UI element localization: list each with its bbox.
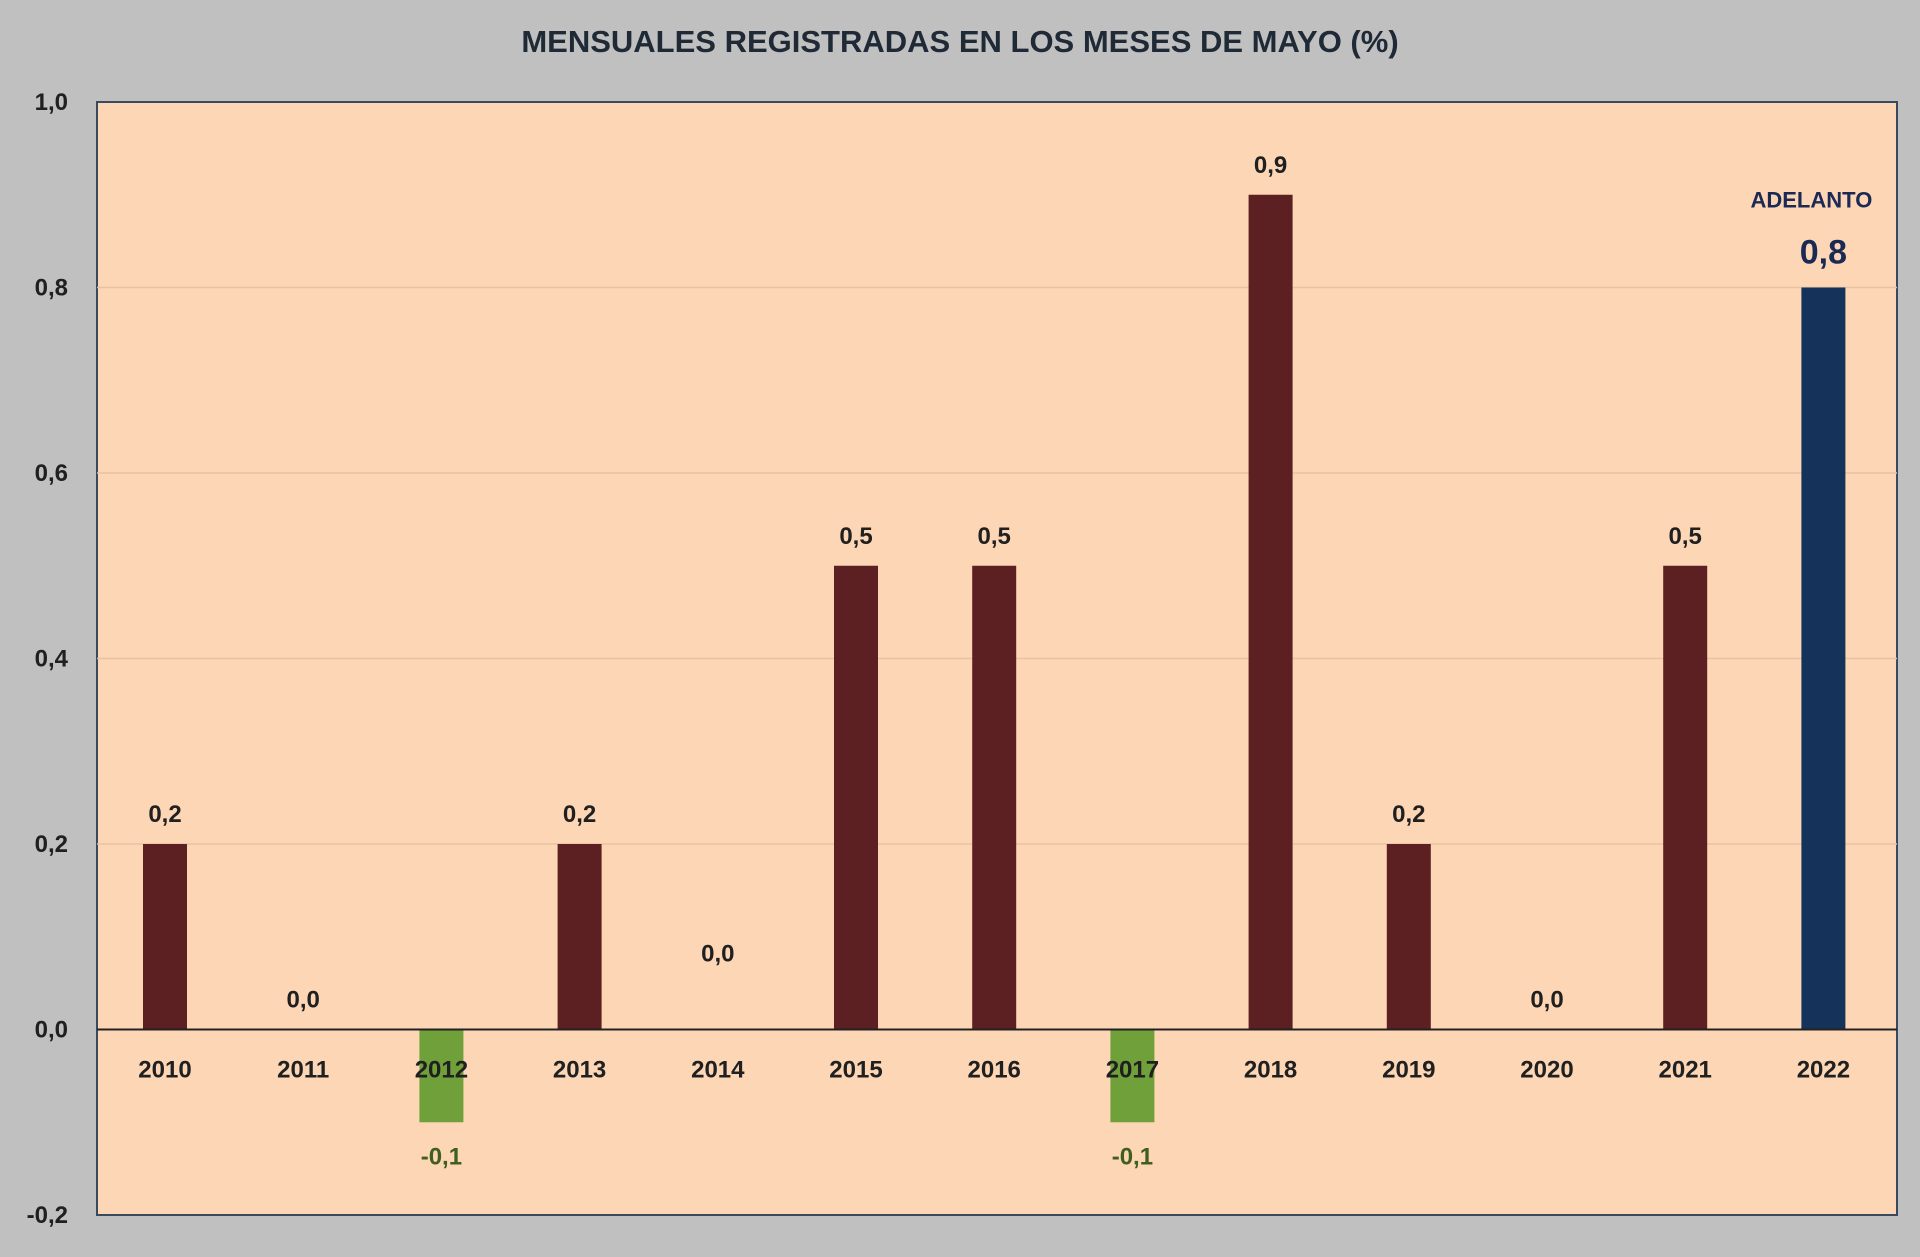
- data-label-2021: 0,5: [1669, 523, 1702, 550]
- data-label-2013: 0,2: [563, 801, 596, 828]
- highlight-annotation: ADELANTO: [1750, 188, 1872, 213]
- data-label-2011: 0,0: [287, 987, 320, 1014]
- x-tick-label: 2010: [138, 1057, 191, 1084]
- bars: [143, 194, 1846, 1123]
- x-tick-label: 2011: [277, 1057, 329, 1084]
- chart-title: MENSUALES REGISTRADAS EN LOS MESES DE MA…: [521, 24, 1398, 59]
- y-tick-label: 0,0: [35, 1017, 68, 1044]
- data-label-2016: 0,5: [978, 523, 1011, 550]
- x-tick-label: 2020: [1520, 1057, 1573, 1084]
- data-label-2015: 0,5: [839, 523, 872, 550]
- bar-2021: [1663, 565, 1708, 1030]
- data-label-2012: -0,1: [421, 1143, 462, 1170]
- y-tick-label: 1,0: [35, 89, 68, 116]
- bar-2018: [1248, 194, 1293, 1030]
- y-tick-label: 0,2: [35, 831, 68, 858]
- y-tick-label: 0,4: [35, 646, 69, 673]
- bar-2010: [143, 844, 187, 1030]
- data-label-2014: 0,0: [701, 941, 734, 968]
- x-tick-label: 2012: [415, 1057, 468, 1084]
- data-label-2022: 0,8: [1800, 234, 1847, 272]
- data-label-2019: 0,2: [1392, 801, 1425, 828]
- y-tick-label: 0,6: [35, 460, 68, 487]
- x-tick-label: 2016: [968, 1057, 1021, 1084]
- x-tick-label: 2022: [1797, 1057, 1850, 1084]
- data-labels: 0,2 0,0 -0,1 0,2 0,0 0,5 0,5 -0,1 0,9 0,2 0,0 0,5 0,…: [148, 152, 1872, 1171]
- data-label-2017: -0,1: [1112, 1143, 1153, 1170]
- data-label-2010: 0,2: [148, 801, 181, 828]
- x-tick-label: 2015: [829, 1057, 882, 1084]
- y-tick-label: 0,8: [35, 275, 68, 302]
- x-tick-label: 2018: [1244, 1057, 1297, 1084]
- x-axis: 2010 2011 2012 2013 2014 2015 2016 2017 2018 2019…: [138, 1057, 1850, 1084]
- y-tick-label: -0,2: [27, 1202, 68, 1229]
- bar-2017: [1110, 1029, 1155, 1123]
- data-label-2018: 0,9: [1254, 152, 1287, 179]
- bar-2012: [419, 1029, 464, 1123]
- x-tick-label: 2014: [691, 1057, 745, 1084]
- x-tick-label: 2013: [553, 1057, 606, 1084]
- bar-2022: [1801, 287, 1846, 1030]
- bar-2013: [557, 844, 602, 1030]
- x-tick-label: 2021: [1659, 1057, 1712, 1084]
- x-tick-label: 2019: [1382, 1057, 1435, 1084]
- bar-2016: [972, 565, 1017, 1030]
- bar-2015: [834, 565, 878, 1030]
- data-label-2020: 0,0: [1530, 987, 1563, 1014]
- bar-2019: [1386, 844, 1431, 1030]
- x-tick-label: 2017: [1106, 1057, 1159, 1084]
- y-axis: -0,2 0,0 0,2 0,4 0,6 0,8 1,0: [27, 89, 69, 1229]
